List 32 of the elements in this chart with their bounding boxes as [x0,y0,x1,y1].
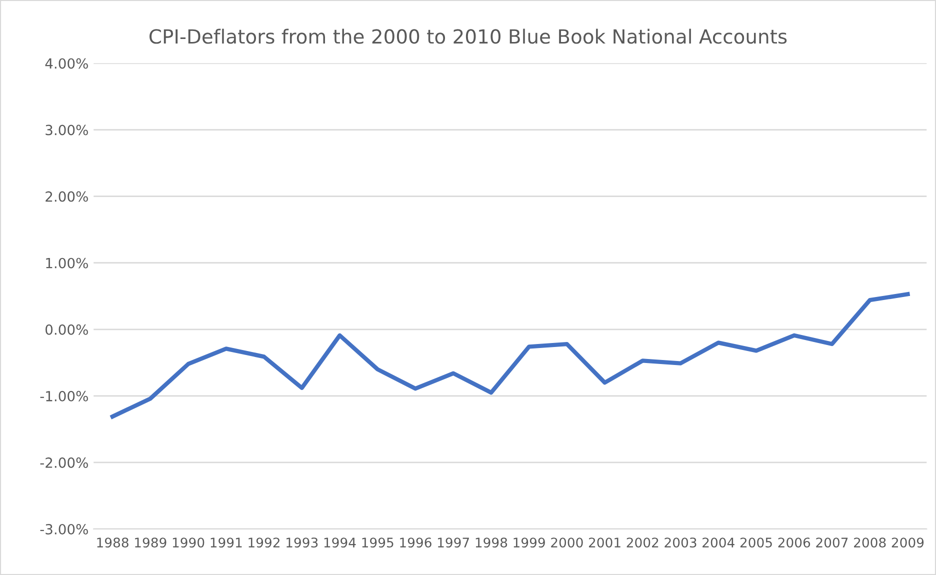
x-tick-label: 2008 [854,538,886,548]
x-tick-label: 2001 [588,538,620,548]
line-series [110,292,910,419]
y-tick-label: 1.00% [46,258,88,268]
y-tick-label: -2.00% [40,457,88,468]
x-tick-label: 2000 [551,538,583,548]
x-tick-label: 1998 [476,538,508,548]
x-tick-label: 1993 [286,538,318,548]
y-tick-label: 4.00% [45,58,88,69]
x-tick-label: 2002 [626,538,658,548]
x-tick-label: 2005 [740,538,772,548]
x-tick-label: 2006 [778,538,810,548]
x-tick-label: 2004 [702,538,734,548]
x-tick-label: 2007 [816,538,848,548]
x-tick-label: 1990 [172,538,204,548]
chart-title: CPI-Deflators from the 2000 to 2010 Blue Book National Accounts [150,28,787,44]
x-tick-label: 1997 [438,538,469,548]
x-tick-label: 1992 [248,538,280,548]
x-tick-label: 1995 [362,538,394,548]
x-tick-label: 1989 [135,538,166,548]
y-tick-label: -3.00% [40,524,88,534]
y-tick-label: 2.00% [46,191,88,202]
x-tick-label: 1996 [400,538,432,548]
y-tick-label: -1.00% [40,390,88,402]
x-tick-label: 2009 [892,538,924,548]
y-tick-label: 0.00% [46,324,88,335]
x-tick-label: 1994 [324,538,356,548]
y-tick-label: 3.00% [46,124,88,136]
x-tick-label: 1991 [210,538,242,548]
x-tick-label: 1999 [514,538,545,548]
x-tick-label: 1988 [97,538,128,548]
x-tick-label: 2003 [664,538,696,548]
